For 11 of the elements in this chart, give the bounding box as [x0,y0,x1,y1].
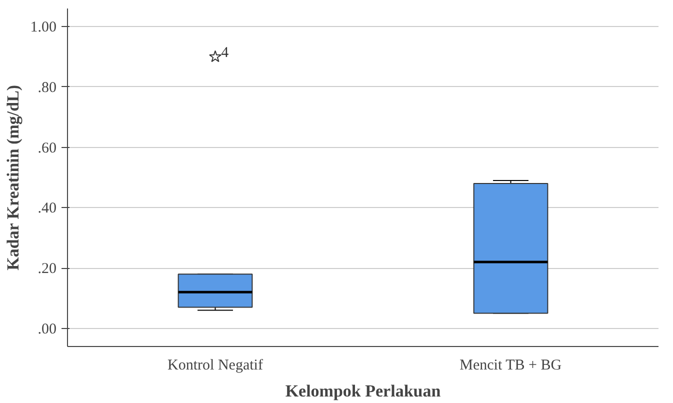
x-tick-label: Kontrol Negatif [168,358,263,374]
y-tick-label: 1.00 [30,20,56,36]
x-tick-label: Mencit TB + BG [460,358,562,374]
y-tick-label: .80 [38,80,56,96]
annotation: 4 [221,44,230,61]
x-axis-title: Kelompok Perlakuan [285,382,442,400]
y-tick-label: .60 [38,140,56,156]
y-tick-label: .00 [38,321,56,338]
y-tick-label: .40 [38,200,56,217]
y-axis-title: Kadar Kreatinin (mg/dL) [3,84,22,270]
y-tick-label: .20 [38,261,56,278]
